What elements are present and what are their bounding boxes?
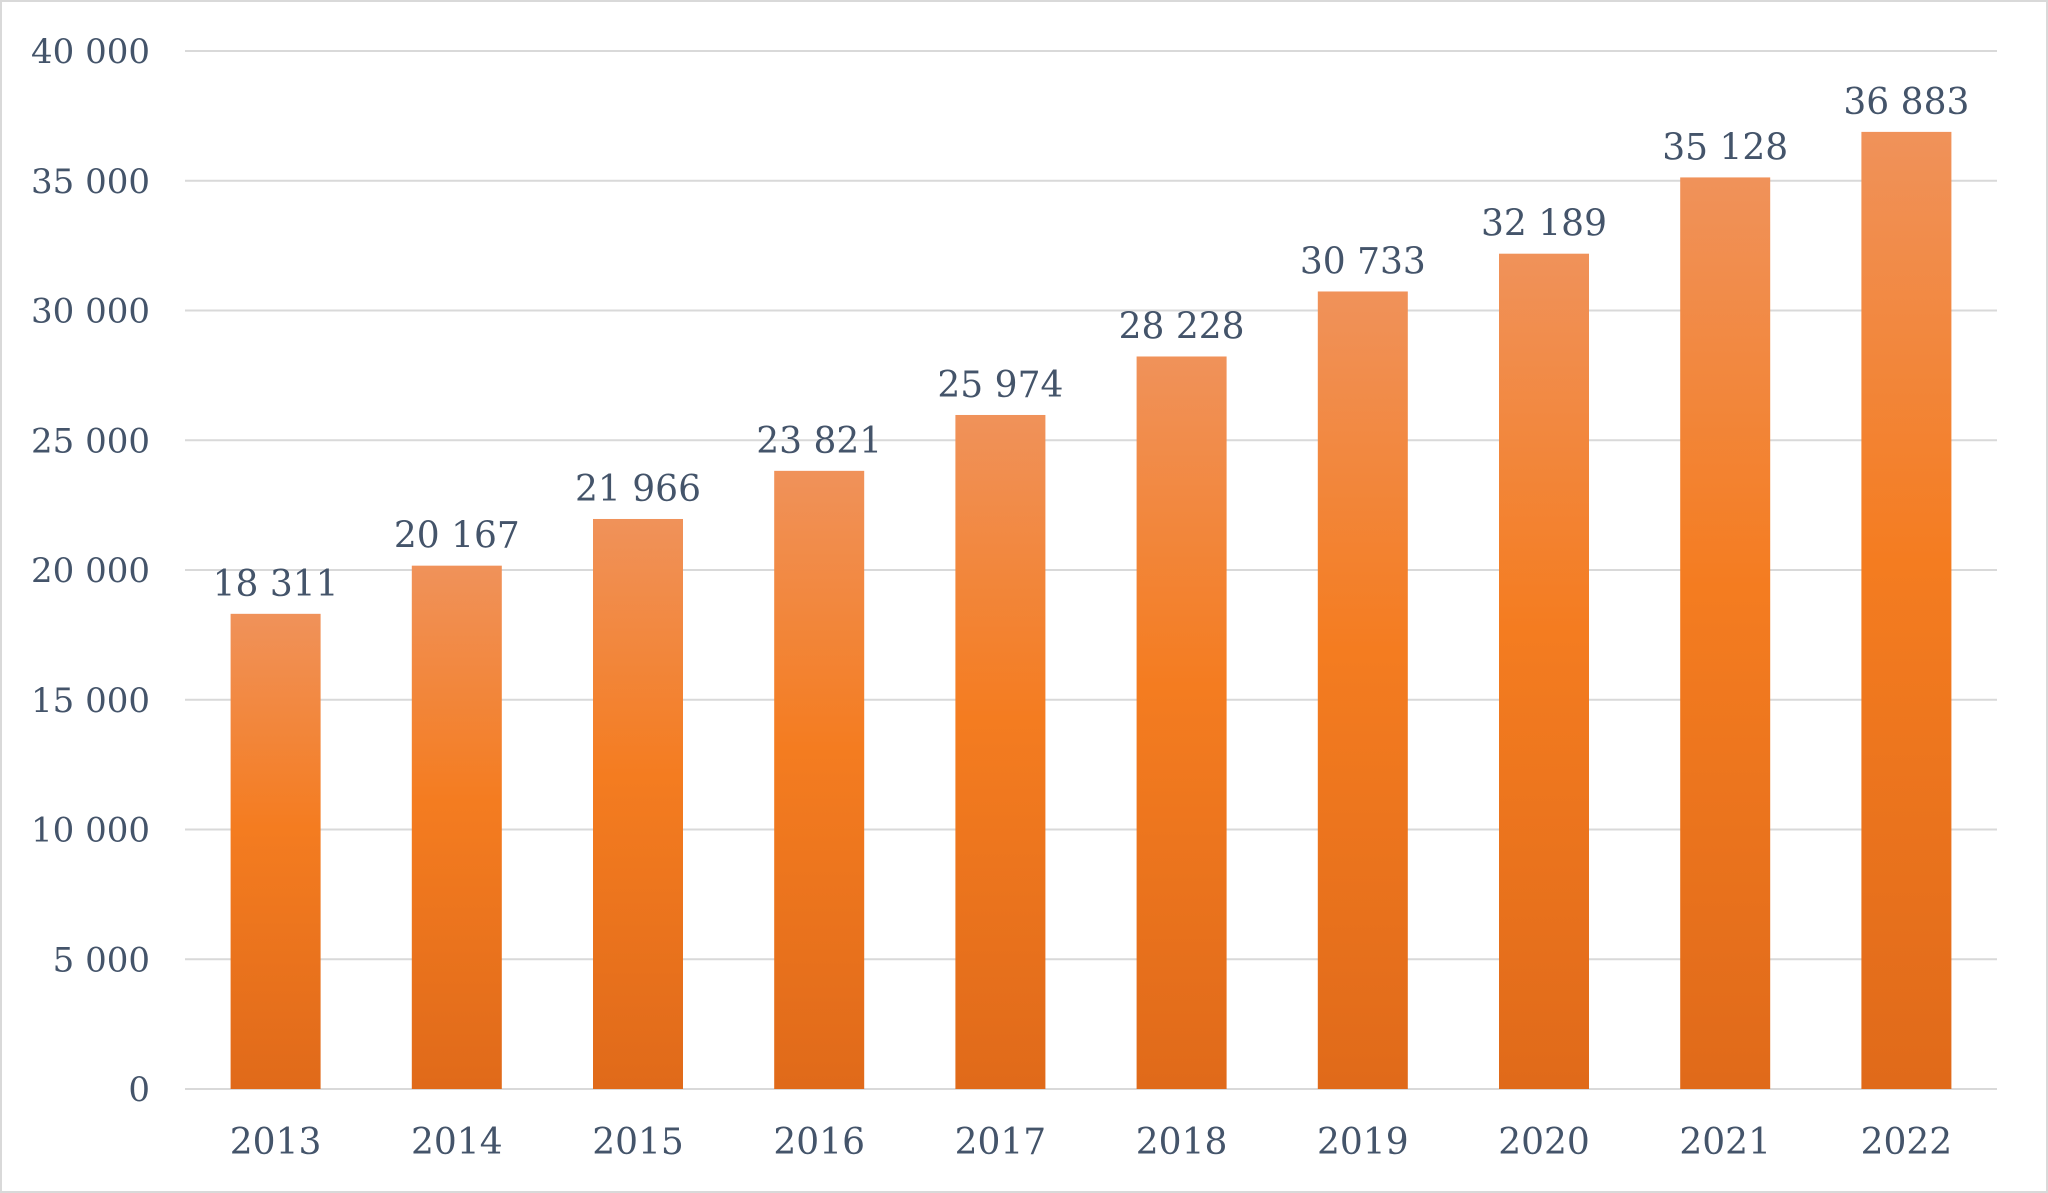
data-label-2017: 25 974 <box>937 365 1063 406</box>
x-category-label: 2014 <box>411 1122 503 1163</box>
data-label-2021: 35 128 <box>1662 127 1788 168</box>
y-tick-label: 15 000 <box>31 681 150 721</box>
x-axis-category-labels: 2013 2014 2015 2016 2017 2018 2019 2020 2021 2022 <box>230 1122 1952 1163</box>
data-label-2016: 23 821 <box>756 421 882 462</box>
x-category-label: 2019 <box>1317 1122 1409 1163</box>
data-label-2022: 36 883 <box>1843 82 1969 123</box>
y-tick-label: 40 000 <box>31 32 150 72</box>
bar-2014 <box>411 565 502 1089</box>
x-category-label: 2013 <box>230 1122 322 1163</box>
x-category-label: 2020 <box>1498 1122 1590 1163</box>
x-category-label: 2018 <box>1136 1122 1228 1163</box>
y-tick-label: 20 000 <box>31 551 150 591</box>
y-tick-label: 30 000 <box>31 292 150 332</box>
bar-2015 <box>593 518 683 1089</box>
bar-2022 <box>1861 131 1952 1089</box>
y-tick-label: 10 000 <box>31 811 150 851</box>
x-category-label: 2016 <box>773 1122 865 1163</box>
bar-2013 <box>230 613 321 1089</box>
bars <box>230 131 1952 1090</box>
x-category-label: 2021 <box>1679 1122 1771 1163</box>
y-tick-label: 25 000 <box>31 421 150 461</box>
bar-2018 <box>1136 356 1227 1089</box>
data-labels: 18 311 20 167 21 966 23 821 25 974 28 228 30 7… <box>213 82 1970 605</box>
y-tick-label: 5 000 <box>53 940 150 980</box>
data-label-2015: 21 966 <box>575 469 701 510</box>
x-category-label: 2017 <box>955 1122 1047 1163</box>
x-category-label: 2015 <box>592 1122 684 1163</box>
bar-2019 <box>1317 291 1408 1089</box>
bar-2021 <box>1680 177 1771 1089</box>
y-tick-label: 35 000 <box>31 162 150 202</box>
y-axis-tick-labels: 0 5 000 10 000 15 000 20 000 25 000 30 000 35 0… <box>31 32 150 1110</box>
data-label-2014: 20 167 <box>394 516 520 557</box>
bar-2020 <box>1499 253 1589 1090</box>
bar-2016 <box>774 470 865 1089</box>
bar-2017 <box>955 414 1046 1089</box>
data-label-2013: 18 311 <box>213 564 339 605</box>
x-category-label: 2022 <box>1861 1122 1953 1163</box>
data-label-2018: 28 228 <box>1119 306 1245 347</box>
data-label-2019: 30 733 <box>1300 241 1426 282</box>
data-label-2020: 32 189 <box>1481 204 1607 245</box>
y-tick-label: 0 <box>128 1070 150 1110</box>
